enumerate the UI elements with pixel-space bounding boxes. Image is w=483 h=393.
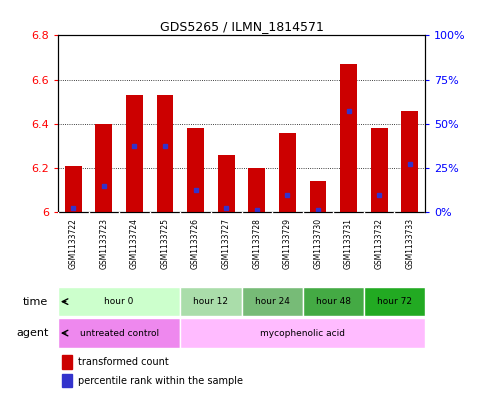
Bar: [242, 287, 303, 316]
Text: GSM1133722: GSM1133722: [69, 218, 78, 269]
Text: GSM1133727: GSM1133727: [222, 218, 231, 269]
Text: transformed count: transformed count: [78, 357, 169, 367]
Text: untreated control: untreated control: [80, 329, 159, 338]
Bar: [96, 124, 112, 212]
Bar: [187, 128, 204, 212]
Bar: [248, 168, 265, 212]
Bar: [126, 95, 143, 212]
Bar: [310, 181, 327, 212]
Bar: [340, 64, 357, 212]
Text: GSM1133731: GSM1133731: [344, 218, 353, 269]
Text: GSM1133732: GSM1133732: [375, 218, 384, 269]
Text: GSM1133726: GSM1133726: [191, 218, 200, 269]
Bar: [218, 155, 235, 212]
Text: hour 48: hour 48: [316, 297, 351, 306]
Text: mycophenolic acid: mycophenolic acid: [260, 329, 345, 338]
Text: GSM1133733: GSM1133733: [405, 218, 414, 269]
Bar: [371, 128, 387, 212]
Text: GSM1133728: GSM1133728: [252, 218, 261, 269]
Bar: [401, 110, 418, 212]
Text: time: time: [23, 297, 48, 307]
Bar: [303, 287, 364, 316]
Text: agent: agent: [16, 328, 48, 338]
Text: hour 72: hour 72: [377, 297, 412, 306]
Bar: [58, 318, 180, 348]
Bar: [65, 166, 82, 212]
Title: GDS5265 / ILMN_1814571: GDS5265 / ILMN_1814571: [159, 20, 324, 33]
Text: GSM1133730: GSM1133730: [313, 218, 323, 269]
Text: GSM1133724: GSM1133724: [130, 218, 139, 269]
Bar: [180, 287, 242, 316]
Text: GSM1133729: GSM1133729: [283, 218, 292, 269]
Text: percentile rank within the sample: percentile rank within the sample: [78, 376, 243, 386]
Text: hour 12: hour 12: [193, 297, 228, 306]
Text: GSM1133723: GSM1133723: [99, 218, 108, 269]
Text: GSM1133725: GSM1133725: [160, 218, 170, 269]
Bar: [62, 374, 71, 387]
Bar: [279, 132, 296, 212]
Bar: [62, 355, 71, 369]
Bar: [156, 95, 173, 212]
Bar: [58, 287, 180, 316]
Text: hour 24: hour 24: [255, 297, 289, 306]
Text: hour 0: hour 0: [104, 297, 134, 306]
Bar: [364, 287, 425, 316]
Bar: [180, 318, 425, 348]
